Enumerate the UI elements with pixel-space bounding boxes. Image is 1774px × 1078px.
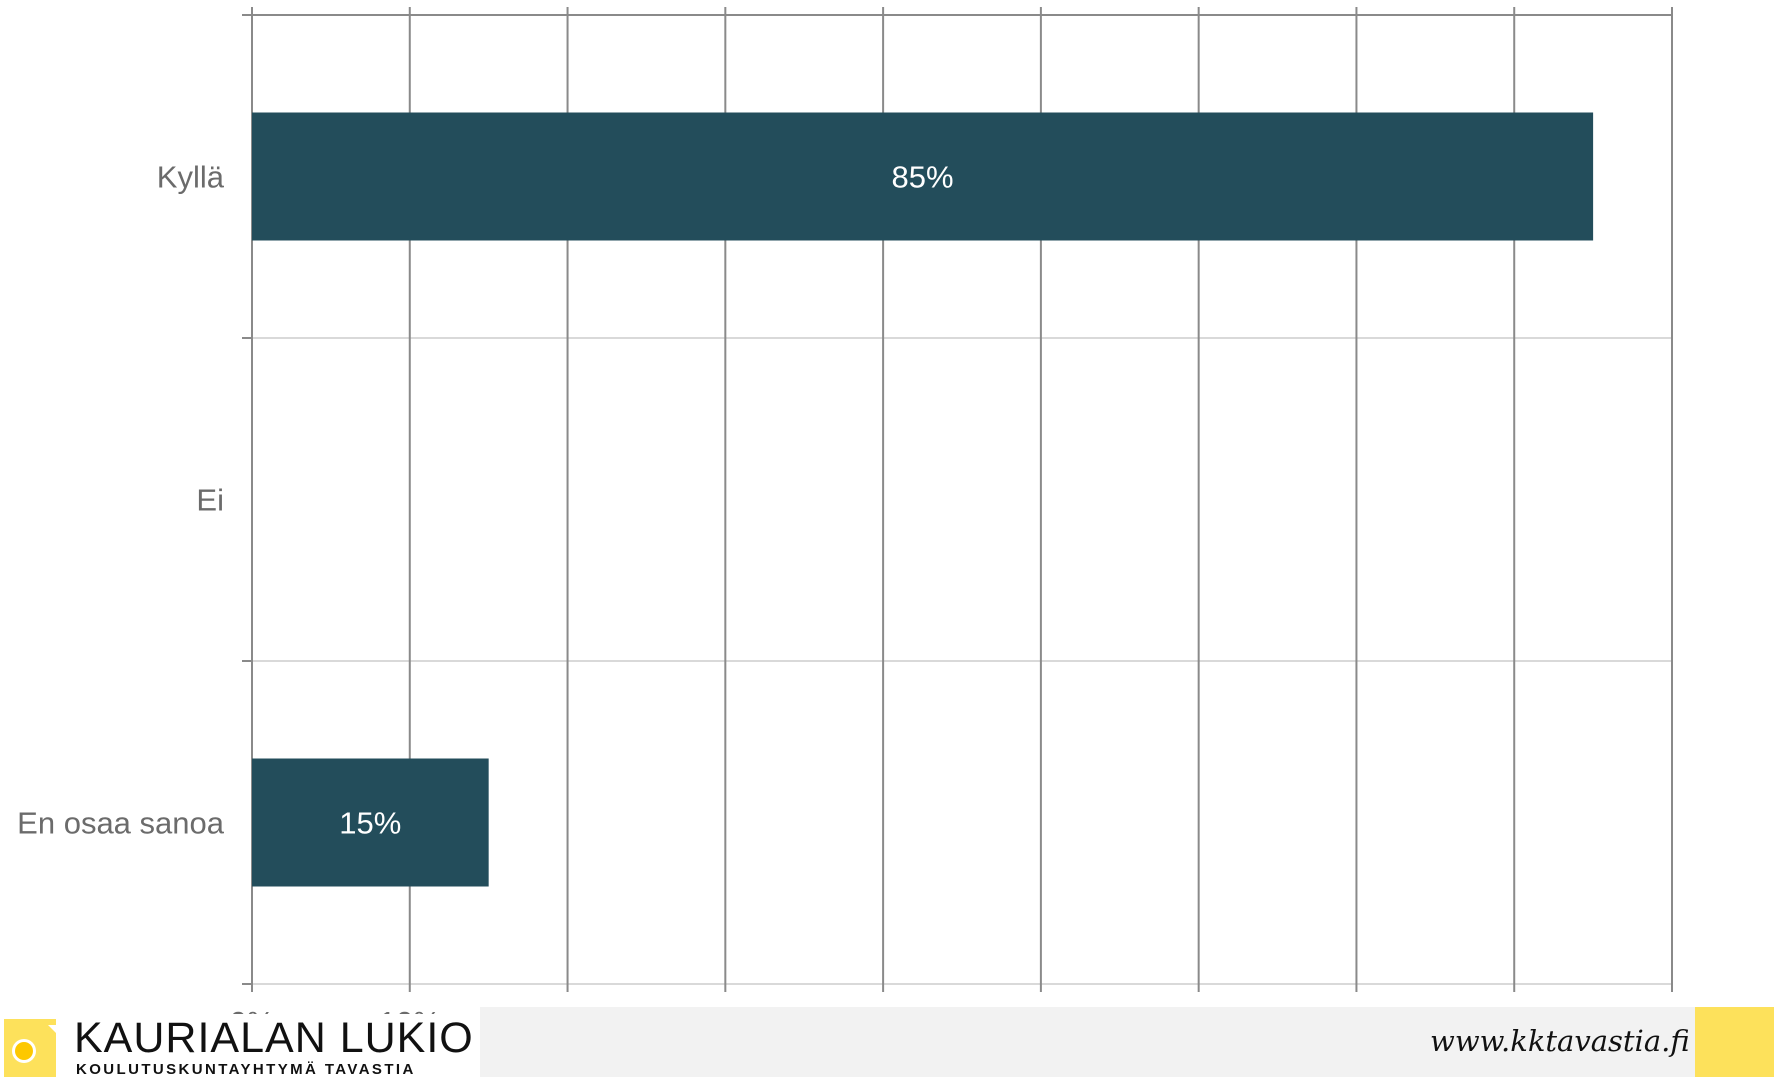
axis-layer bbox=[242, 14, 252, 985]
category-label: Ei bbox=[196, 483, 224, 518]
footer-accent-block bbox=[1695, 1007, 1774, 1077]
website-link[interactable]: www.kktavastia.fi bbox=[1430, 1024, 1690, 1058]
labels-layer: 0%10%20%30%40%50%60%70%80%90%85%KylläEi1… bbox=[17, 160, 1703, 1041]
school-logo: KAURIALAN LUKIO KOULUTUSKUNTAYHTYMÄ TAVA… bbox=[0, 1014, 480, 1078]
bar bbox=[252, 112, 1594, 241]
data-label: 85% bbox=[892, 160, 954, 195]
category-label: Kyllä bbox=[157, 160, 225, 195]
data-label: 15% bbox=[339, 806, 401, 841]
bar bbox=[252, 758, 489, 887]
footer-band bbox=[480, 1007, 1695, 1077]
footer: KAURIALAN LUKIO KOULUTUSKUNTAYHTYMÄ TAVA… bbox=[0, 1007, 1774, 1078]
category-label: En osaa sanoa bbox=[17, 806, 225, 841]
logo-name: KAURIALAN LUKIO bbox=[74, 1014, 474, 1062]
sun-logo-icon bbox=[4, 1019, 56, 1077]
logo-subtitle: KOULUTUSKUNTAYHTYMÄ TAVASTIA bbox=[76, 1061, 416, 1078]
bars-layer bbox=[252, 112, 1594, 887]
